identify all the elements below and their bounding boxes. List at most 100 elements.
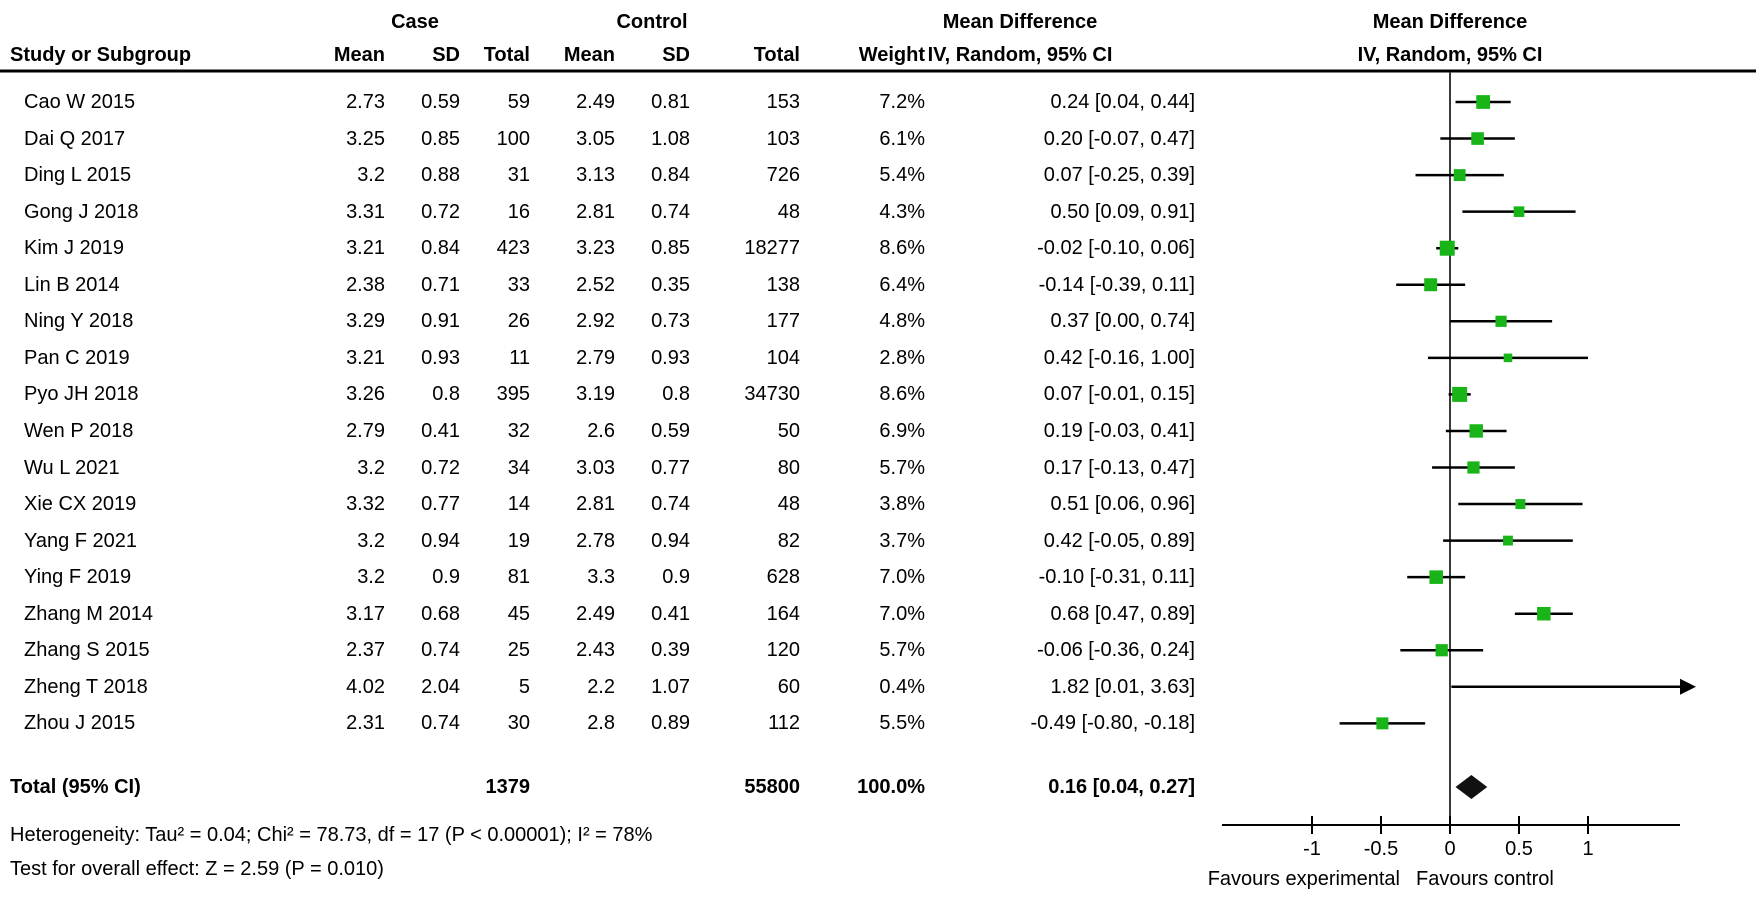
cell-case_mean: 3.2: [357, 456, 385, 479]
study-name: Ding L 2015: [24, 164, 132, 187]
cell-ctrl_mean: 3.05: [576, 127, 615, 150]
cell-ctrl_sd: 0.74: [651, 200, 690, 223]
cell-ctrl_mean: 2.79: [576, 346, 615, 369]
study-name: Ning Y 2018: [24, 310, 134, 333]
total-diamond: [1455, 775, 1488, 799]
cell-case_mean: 3.2: [357, 164, 385, 187]
study-name: Zhang M 2014: [24, 602, 153, 625]
effect-marker: [1439, 240, 1455, 256]
cell-ctrl_sd: 1.07: [651, 675, 690, 698]
cell-ctrl_sd: 1.08: [651, 127, 690, 150]
col-header-case-sd: SD: [432, 44, 460, 66]
study-name: Zhou J 2015: [24, 712, 136, 735]
cell-weight: 4.8%: [879, 310, 925, 333]
cell-case_mean: 2.73: [346, 91, 385, 113]
cell-ctrl_mean: 3.03: [576, 456, 615, 479]
cell-ctrl_sd: 0.35: [651, 273, 690, 296]
cell-case_sd: 0.91: [421, 310, 460, 333]
cell-ci: 0.68 [0.47, 0.89]: [1050, 602, 1195, 625]
cell-case_total: 45: [507, 602, 530, 625]
cell-case_mean: 4.02: [346, 675, 385, 698]
cell-case_mean: 2.37: [346, 639, 385, 662]
cell-ctrl_total: 120: [766, 639, 800, 662]
cell-weight: 7.0%: [879, 566, 925, 589]
cell-ci: 0.42 [-0.05, 0.89]: [1043, 529, 1195, 552]
cell-ctrl_sd: 0.59: [651, 419, 690, 442]
axis-tick-label: -0.5: [1363, 838, 1399, 860]
cell-case_mean: 2.79: [346, 419, 385, 442]
cell-case_sd: 0.88: [421, 164, 460, 187]
cell-ctrl_sd: 0.73: [651, 310, 690, 333]
effect-marker: [1503, 535, 1513, 546]
cell-ctrl_mean: 2.2: [587, 675, 615, 698]
cell-case_sd: 0.74: [421, 712, 460, 735]
cell-ci: 0.50 [0.09, 0.91]: [1050, 200, 1195, 223]
effect-marker: [1453, 169, 1466, 182]
cell-case_sd: 0.72: [421, 200, 460, 223]
col-header-iv-text: IV, Random, 95% CI: [927, 44, 1113, 66]
group-header-control: Control: [616, 11, 688, 33]
cell-weight: 4.3%: [879, 200, 925, 223]
cell-ctrl_mean: 2.81: [576, 200, 615, 223]
cell-ctrl_mean: 2.8: [587, 712, 615, 735]
cell-weight: 3.8%: [879, 493, 925, 516]
effect-marker: [1503, 353, 1513, 363]
favours-experimental-label: Favours experimental: [1207, 868, 1400, 890]
cell-ctrl_sd: 0.89: [651, 712, 690, 735]
cell-ci: -0.14 [-0.39, 0.11]: [1038, 273, 1195, 296]
cell-ctrl_total: 138: [766, 273, 800, 296]
study-name: Wen P 2018: [24, 419, 134, 442]
cell-ctrl_mean: 2.49: [576, 91, 615, 113]
cell-weight: 5.7%: [879, 639, 925, 662]
cell-case_sd: 2.04: [421, 675, 460, 698]
effect-marker: [1471, 132, 1484, 145]
group-header-case: Case: [391, 11, 439, 33]
cell-ctrl_total: 104: [766, 346, 800, 369]
cell-weight: 0.4%: [879, 675, 925, 698]
cell-case_total: 26: [507, 310, 530, 333]
cell-case_sd: 0.8: [432, 383, 460, 406]
total-weight: 100.0%: [857, 776, 925, 798]
cell-case_mean: 3.21: [346, 346, 385, 369]
effect-marker: [1495, 315, 1507, 327]
cell-weight: 7.0%: [879, 602, 925, 625]
cell-weight: 3.7%: [879, 529, 925, 552]
favours-control-label: Favours control: [1416, 868, 1554, 890]
cell-ctrl_sd: 0.93: [651, 346, 690, 369]
study-name: Kim J 2019: [24, 237, 125, 260]
cell-weight: 6.9%: [879, 419, 925, 442]
cell-case_sd: 0.71: [421, 273, 460, 296]
axis-tick-label: 1: [1582, 838, 1594, 860]
cell-ctrl_mean: 2.49: [576, 602, 615, 625]
cell-case_total: 395: [496, 383, 530, 406]
cell-ctrl_mean: 2.43: [576, 639, 615, 662]
cell-case_mean: 2.38: [346, 273, 385, 296]
cell-case_mean: 3.29: [346, 310, 385, 333]
cell-case_sd: 0.68: [421, 602, 460, 625]
cell-ctrl_mean: 2.78: [576, 529, 615, 552]
col-header-case-mean: Mean: [333, 44, 385, 66]
cell-case_total: 11: [509, 346, 530, 369]
cell-ctrl_sd: 0.39: [651, 639, 690, 662]
total-ctrl-total: 55800: [744, 776, 800, 798]
cell-case_sd: 0.77: [421, 493, 460, 516]
axis-tick-label: 0.5: [1505, 838, 1533, 860]
col-header-ctrl-sd: SD: [662, 44, 690, 66]
cell-ci: 0.07 [-0.01, 0.15]: [1043, 383, 1195, 406]
cell-ci: 0.07 [-0.25, 0.39]: [1043, 164, 1195, 187]
cell-case_mean: 3.26: [346, 383, 385, 406]
cell-case_sd: 0.74: [421, 639, 460, 662]
cell-ctrl_total: 628: [766, 566, 800, 589]
cell-case_total: 14: [507, 493, 530, 516]
study-name: Lin B 2014: [24, 273, 120, 296]
cell-ctrl_total: 164: [766, 602, 800, 625]
cell-ctrl_total: 48: [777, 493, 800, 516]
cell-weight: 6.1%: [879, 127, 925, 150]
col-header-weight: Weight: [858, 44, 925, 66]
cell-ci: 0.24 [0.04, 0.44]: [1050, 91, 1195, 113]
cell-ctrl_sd: 0.41: [651, 602, 690, 625]
cell-case_total: 34: [507, 456, 530, 479]
cell-ctrl_total: 177: [766, 310, 800, 333]
md-title-text-column: Mean Difference: [942, 11, 1098, 33]
